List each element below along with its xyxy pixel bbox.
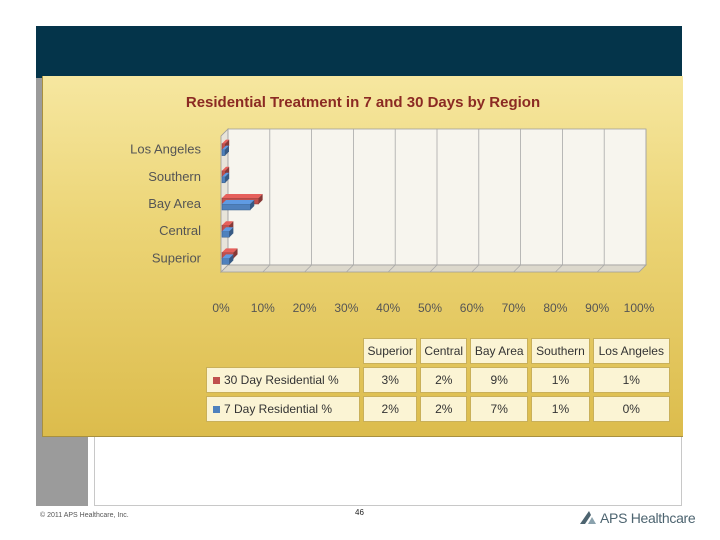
table-column-header: Southern	[531, 338, 590, 364]
legend-swatch-7day	[213, 406, 220, 414]
gridline-floor	[555, 264, 563, 273]
bar-top	[222, 200, 255, 204]
data-table: Superior Central Bay Area Southern Los A…	[203, 335, 673, 425]
table-cell: 0%	[592, 396, 670, 422]
table-cell: 2%	[420, 396, 468, 422]
x-tick-label: 50%	[418, 301, 442, 315]
table-column-header: Bay Area	[470, 338, 529, 364]
x-tick-label: 20%	[293, 301, 317, 315]
bar-top	[222, 221, 234, 226]
table-cell: 1%	[531, 396, 590, 422]
x-tick-label: 70%	[502, 301, 526, 315]
gridline-floor	[638, 264, 647, 273]
chart-panel: Residential Treatment in 7 and 30 Days b…	[42, 76, 683, 437]
bar-top	[222, 166, 230, 171]
x-tick-label: 100%	[624, 301, 655, 315]
bar-side	[258, 194, 263, 204]
table-column-header: Superior	[363, 338, 418, 364]
aps-logo-icon	[580, 511, 596, 524]
bar-top	[222, 194, 263, 198]
gridline-floor	[220, 264, 229, 273]
category-label: Southern	[148, 169, 201, 184]
bar-side	[229, 254, 234, 265]
legend-label-7day: 7 Day Residential %	[224, 402, 333, 416]
bar-side	[233, 248, 238, 259]
bar-chart: Residential Treatment in 7 and 30 Days b…	[130, 94, 655, 315]
bar-top	[222, 248, 238, 253]
gridline-floor	[346, 264, 354, 273]
gridline-floor	[429, 264, 438, 273]
table-cell: 3%	[363, 367, 418, 393]
table-cell: 7%	[470, 396, 529, 422]
table-column-header: Los Angeles	[592, 338, 670, 364]
slide-header-band	[36, 26, 682, 78]
gridline-floor	[471, 264, 480, 273]
aps-logo: APS Healthcare	[578, 506, 696, 530]
x-tick-label: 40%	[376, 301, 400, 315]
table-cell: 1%	[592, 367, 670, 393]
bar	[221, 258, 230, 265]
table-cell: 9%	[470, 367, 529, 393]
gridline-floor	[596, 264, 605, 273]
category-label: Bay Area	[148, 196, 202, 211]
category-label: Central	[159, 223, 201, 238]
bar-top	[222, 145, 229, 150]
gridline-floor	[387, 264, 396, 273]
table-row-label: 7 Day Residential %	[206, 396, 360, 422]
table-row: 7 Day Residential % 2% 2% 7% 1% 0%	[206, 396, 670, 422]
gridline-floor	[513, 264, 521, 273]
table-cell: 2%	[363, 396, 418, 422]
x-tick-label: 90%	[585, 301, 609, 315]
x-tick-label: 0%	[212, 301, 230, 315]
bar	[221, 230, 230, 238]
bar	[221, 176, 226, 184]
x-tick-label: 10%	[251, 301, 275, 315]
x-tick-label: 60%	[460, 301, 484, 315]
table-row: 30 Day Residential % 3% 2% 9% 1% 1%	[206, 367, 670, 393]
gridline-floor	[262, 264, 271, 273]
chart-title: Residential Treatment in 7 and 30 Days b…	[186, 94, 540, 111]
bar-top	[222, 172, 230, 177]
bar-top	[222, 254, 234, 259]
table-header-row: Superior Central Bay Area Southern Los A…	[206, 338, 670, 364]
bar-top	[222, 227, 234, 232]
bar-top	[222, 139, 230, 144]
bar-side	[225, 172, 230, 183]
legend-swatch-30day	[213, 377, 220, 385]
table-column-header: Central	[420, 338, 468, 364]
aps-logo-text: APS Healthcare	[600, 510, 696, 526]
bar	[221, 203, 251, 211]
table-cell: 2%	[420, 367, 468, 393]
gridline-floor	[304, 264, 312, 273]
bar-side	[225, 145, 229, 156]
table-cell: 1%	[531, 367, 590, 393]
x-tick-label: 80%	[543, 301, 567, 315]
footer-copyright: © 2011 APS Healthcare, Inc.	[40, 512, 129, 519]
table-corner	[206, 338, 360, 364]
bar	[221, 149, 226, 156]
category-label: Los Angeles	[130, 142, 201, 157]
bar-side	[250, 200, 255, 210]
table-row-label: 30 Day Residential %	[206, 367, 360, 393]
legend-label-30day: 30 Day Residential %	[224, 373, 339, 387]
bar-side	[229, 227, 234, 238]
x-tick-label: 30%	[334, 301, 358, 315]
page-number: 46	[355, 508, 364, 517]
category-label: Superior	[152, 250, 202, 265]
